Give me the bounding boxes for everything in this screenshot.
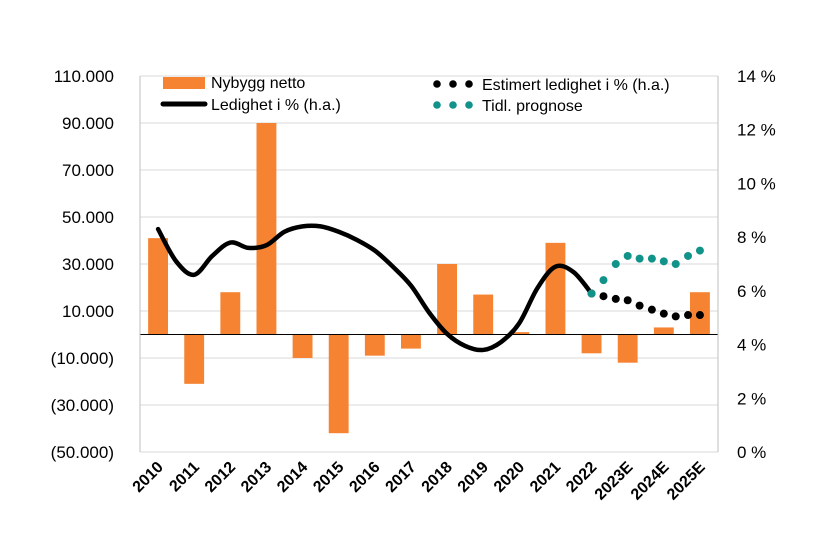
gridlines [140, 75, 718, 453]
x-tick-label: 2013 [238, 459, 275, 496]
bar [364, 334, 385, 356]
right-tick-label: 6 % [737, 282, 766, 301]
legend-label-bar: Nybygg netto [211, 75, 305, 92]
x-tick-label: 2011 [166, 459, 203, 496]
estimate-dot [599, 292, 608, 301]
x-tick-label: 2021 [527, 459, 564, 496]
forecast-dot [623, 251, 632, 260]
right-tick-label: 2 % [737, 389, 766, 408]
x-tick-label: 2010 [130, 459, 167, 496]
line-series [155, 223, 704, 353]
left-tick-label: 70.000 [62, 161, 114, 180]
estimate-dot [647, 305, 656, 314]
unemployment-line [155, 223, 594, 353]
x-tick-label: 2020 [491, 459, 528, 496]
bar [256, 123, 277, 335]
estimate-dot [611, 294, 620, 303]
x-tick-label: 2014 [274, 459, 311, 496]
bar [328, 334, 349, 434]
bar [545, 242, 566, 335]
x-tick-label: 2024E [628, 459, 673, 504]
forecast-dot [611, 260, 620, 268]
legend-swatch-forecast-dots [433, 101, 473, 109]
estimate-dot [695, 311, 704, 320]
axes [139, 76, 719, 452]
right-tick-label: 12 % [737, 121, 776, 140]
left-tick-label: (50.000) [51, 443, 114, 462]
x-tick-label: 2015 [310, 459, 347, 496]
left-tick-label: 110.000 [54, 67, 114, 86]
legend-label-estimate: Estimert ledighet i % (h.a.) [482, 77, 670, 94]
estimate-dot [684, 311, 693, 320]
legend-swatch-estimate-dots [433, 80, 473, 88]
legend: Nybygg netto Ledighet i % (h.a.) Estimer… [160, 75, 670, 115]
x-tick-label: 2019 [455, 459, 492, 496]
bar [220, 292, 241, 335]
forecast-dot [635, 254, 644, 263]
left-tick-label: (10.000) [51, 349, 114, 368]
x-tick-label: 2018 [419, 459, 456, 496]
left-tick-label: (30.000) [51, 396, 114, 415]
forecast-dot [684, 251, 693, 260]
bar [437, 264, 457, 335]
right-tick-label: 8 % [737, 228, 766, 247]
bar [148, 238, 168, 335]
forecast-dot [599, 276, 608, 285]
estimate-dot [623, 296, 632, 305]
legend-label-forecast: Tidl. prognose [482, 98, 583, 115]
forecast-dot [587, 289, 596, 298]
bar [581, 334, 602, 354]
bar [401, 334, 421, 349]
forecast-dot [695, 246, 704, 255]
left-tick-label: 10.000 [62, 302, 114, 321]
bar [653, 327, 674, 335]
x-tick-label: 2012 [202, 459, 239, 496]
legend-label-line: Ledighet i % (h.a.) [211, 97, 341, 114]
forecast-dot [671, 260, 680, 268]
estimate-dot [671, 312, 680, 321]
bar [617, 334, 638, 363]
x-tick-label: 2025E [664, 459, 709, 504]
x-tick-label: 2023E [592, 459, 637, 504]
right-tick-label: 14 % [737, 67, 776, 86]
left-tick-label: 50.000 [62, 208, 114, 227]
forecast-dot [647, 254, 656, 263]
right-tick-label: 10 % [737, 174, 776, 193]
left-tick-label: 90.000 [62, 114, 114, 133]
left-tick-label: 30.000 [62, 255, 114, 274]
bar-series [148, 123, 710, 434]
bar [184, 334, 205, 384]
x-tick-label: 2017 [383, 459, 420, 496]
x-tick-label: 2016 [346, 459, 383, 496]
bar [473, 294, 494, 335]
estimate-dot [659, 309, 668, 318]
forecast-dot [659, 257, 668, 266]
bar [509, 332, 530, 335]
right-tick-label: 4 % [737, 336, 766, 355]
right-tick-label: 0 % [737, 443, 766, 462]
estimate-dot [635, 301, 644, 310]
bar [292, 334, 313, 358]
legend-swatch-bar [163, 77, 205, 89]
